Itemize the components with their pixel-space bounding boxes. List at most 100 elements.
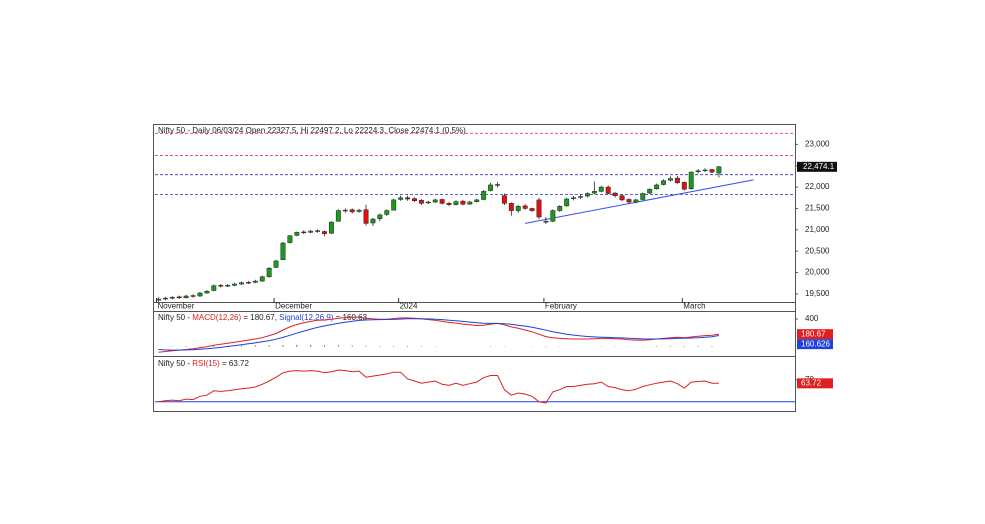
legend-value: = 63.72 [220,359,250,368]
candle-body [322,231,327,234]
series-line [158,369,719,404]
y-tick-label: 400 [805,314,819,323]
candle-body [612,192,618,196]
candle-body [536,199,542,218]
legend-name: MACD(12,26) [192,313,241,322]
candle-body [266,268,272,278]
candle-body [453,201,459,205]
candle-body [218,285,224,287]
candle-body [578,196,583,198]
candle-body [225,285,231,287]
candle-body [176,296,182,298]
candle-body [439,199,445,204]
candle-body [308,230,314,233]
candle-body [619,195,625,201]
candle-body [508,203,514,211]
candle-body [183,295,189,298]
candle-body [668,178,673,181]
legend: Nifty 50 - RSI(15) = 63.72 [158,359,249,368]
candle-body [674,177,680,184]
end-value-box [797,339,833,350]
x-tick-label: December [275,302,312,311]
candle-body [190,295,196,297]
candle-body [550,210,556,222]
candle-body [363,209,369,224]
y-tick-label: 22,000 [805,182,830,191]
candle-body [384,210,390,215]
last-price-box [797,161,837,172]
series-line [158,318,719,351]
last-price: 22,474.1 [797,161,837,172]
end-value-label: 180.67 [801,329,826,338]
candle-body [557,206,563,211]
candle-body [488,184,494,191]
end-value: 160.626 [797,339,833,350]
last-price-label: 22,474.1 [803,162,835,171]
chart-title: Nifty 50 - Daily 06/03/24 Open 22327.5, … [158,126,466,135]
candle-body [301,231,307,233]
legend-value: = 180.67, [241,313,279,322]
candle-body [412,198,417,202]
candle-body [695,170,701,172]
candle-body [605,186,611,194]
candle-body [204,291,210,294]
x-tick-label: 2024 [400,302,418,311]
candle-body [501,195,507,204]
end-value-box [797,378,833,389]
candle-body [328,221,334,234]
candle-body [460,200,466,205]
candle-body [398,197,404,200]
candle-body [335,210,341,222]
end-value-label: 63.72 [801,378,822,387]
candle-body [543,221,549,223]
candle-body [640,193,646,200]
candle-body [467,201,473,205]
legend: Nifty 50 - MACD(12,26) = 180.67, Signal(… [158,313,368,322]
legend-prefix: Nifty 50 - [158,359,192,368]
y-tick-label: 20,000 [805,268,830,277]
y-tick-label: 23,000 [805,139,830,148]
candle-body [564,198,570,207]
candle-body [709,169,715,173]
candle-body [515,206,521,211]
candle-body [481,191,487,200]
candle-body [162,297,168,300]
candle-body [349,209,355,213]
candle-body [425,201,431,204]
candle-body [239,282,244,285]
end-value-label: 160.626 [801,339,830,348]
y-tick-label: 21,000 [805,225,830,234]
candle-body [495,184,500,186]
candle-body [522,205,528,209]
legend-name: RSI(15) [192,359,220,368]
end-value: 180.67 [797,329,833,340]
x-tick-label: November [157,302,194,311]
candle-body [156,298,161,301]
candle-body [377,214,383,219]
legend-prefix: Nifty 50 - [158,313,192,322]
candle-body [315,230,321,232]
candle-body [169,297,175,299]
candle-body [598,186,604,192]
candle-body [529,208,535,211]
candle-body [211,285,217,291]
trend-line [525,179,754,224]
candle-body [294,232,300,236]
candle-body [661,180,666,185]
candle-body [273,260,279,268]
candle-body [370,218,376,224]
y-tick-label: 19,500 [805,289,830,298]
candle-body [688,171,694,190]
series-line [158,316,719,353]
x-tick-label: March [683,302,705,311]
candle-body [626,199,632,203]
end-value: 63.72 [797,378,833,389]
candle-body [280,242,286,260]
candle-body [446,203,452,205]
candle-body [716,166,722,174]
candle-body [474,199,480,202]
candle-body [571,197,577,199]
candle-body [391,199,397,211]
